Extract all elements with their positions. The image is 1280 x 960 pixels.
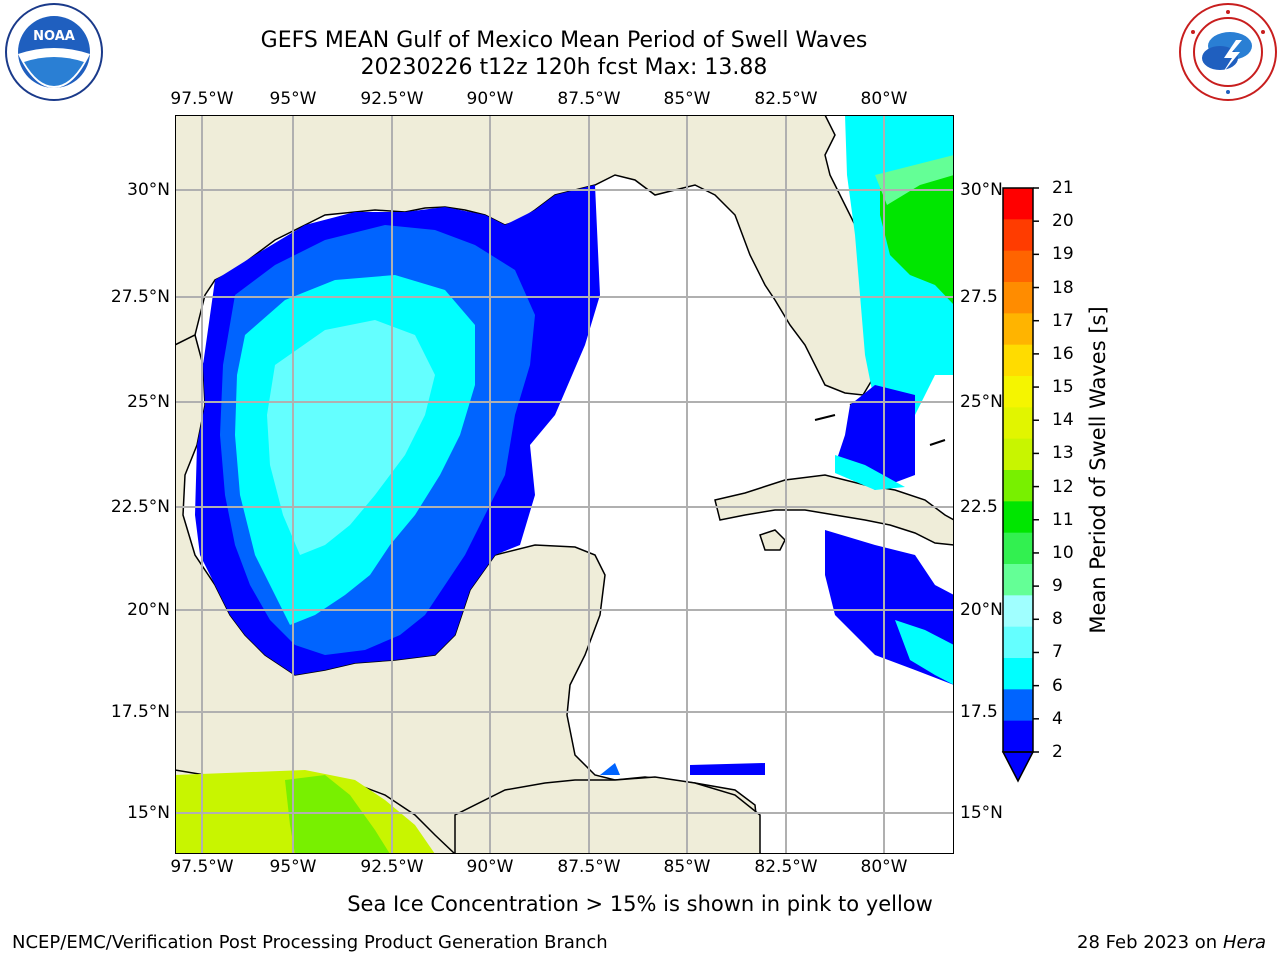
- colorbar-tick-label: 18: [1052, 277, 1074, 298]
- lat-tick-left: 15°N: [127, 803, 170, 823]
- colorbar-cell: [1003, 376, 1033, 408]
- lat-tick-right: 17.5: [960, 702, 998, 722]
- lon-tick-top: 92.5°W: [360, 89, 424, 109]
- colorbar-tick-label: 16: [1052, 343, 1074, 364]
- lat-tick-left: 30°N: [127, 180, 170, 200]
- lon-tick-bottom: 90°W: [466, 857, 514, 877]
- chart-title: GEFS MEAN Gulf of Mexico Mean Period of …: [260, 28, 868, 53]
- land-isla: [759, 529, 786, 551]
- colorbar-cell: [1003, 595, 1033, 628]
- swell-fill-atlantic-green: [880, 165, 954, 305]
- lon-tick-top: 90°W: [466, 89, 514, 109]
- swell-fill-atlantic-lightgreen: [875, 155, 954, 205]
- lon-tick-top: 80°W: [860, 89, 908, 109]
- colorbar-extend-arrow: [1001, 751, 1035, 783]
- sea-ice-note: Sea Ice Concentration > 15% is shown in …: [347, 892, 933, 916]
- colorbar-tick-label: 12: [1052, 476, 1074, 497]
- lat-tick-left: 22.5°N: [110, 497, 170, 517]
- noaa-logo-text: NOAA: [33, 29, 75, 44]
- colorbar-cell: [1003, 188, 1033, 220]
- colorbar-tick-label: 19: [1052, 244, 1074, 265]
- swell-fill-belize: [600, 763, 620, 775]
- colorbar-tick-label: 13: [1052, 443, 1074, 464]
- date-stamp: 28 Feb 2023 on Hera: [1077, 932, 1266, 954]
- lat-tick-left: 20°N: [127, 600, 170, 620]
- lat-tick-right: 22.5: [960, 497, 998, 517]
- colorbar-tick-label: 10: [1052, 542, 1074, 563]
- colorbar-cell: [1003, 407, 1033, 440]
- colorbar-tick-label: 21: [1052, 178, 1074, 198]
- colorbar-tick-label: 7: [1052, 642, 1063, 663]
- colorbar-cell: [1003, 720, 1033, 753]
- colorbar-cell: [1003, 250, 1033, 283]
- map-grid: [175, 115, 954, 854]
- lat-tick-left: 25°N: [127, 392, 170, 412]
- colorbar-tick-label: 8: [1052, 609, 1063, 630]
- colorbar-cell: [1003, 219, 1033, 252]
- lat-tick-right: 27.5: [960, 287, 998, 307]
- colorbar-tick-label: 2: [1052, 742, 1063, 762]
- swell-fill-pacific-green: [285, 775, 390, 854]
- lon-tick-bottom: 82.5°W: [754, 857, 818, 877]
- colorbar-cell: [1003, 313, 1033, 346]
- lon-tick-top: 85°W: [663, 89, 711, 109]
- noaa-logo: NOAA: [5, 3, 103, 101]
- date-text: 28 Feb 2023 on: [1077, 932, 1218, 953]
- lon-tick-top: 82.5°W: [754, 89, 818, 109]
- lon-tick-bottom: 80°W: [860, 857, 908, 877]
- land-honduras: [454, 776, 761, 854]
- colorbar-tick-label: 6: [1052, 675, 1063, 696]
- lon-tick-bottom: 87.5°W: [557, 857, 621, 877]
- lon-tick-bottom: 95°W: [269, 857, 317, 877]
- colorbar-tick-label: 14: [1052, 410, 1074, 431]
- colorbar-tick-label: 20: [1052, 211, 1074, 232]
- colorbar-cell: [1003, 564, 1033, 596]
- colorbar-cell: [1003, 438, 1033, 471]
- lon-tick-top: 87.5°W: [557, 89, 621, 109]
- colorbar: [1001, 187, 1039, 783]
- colorbar-cell: [1003, 282, 1033, 314]
- chart-subtitle: 20230226 t12z 120h fcst Max: 13.88: [360, 55, 768, 80]
- map-plot: [175, 115, 954, 854]
- land-cuba: [714, 474, 954, 546]
- lat-tick-right: 30°N: [960, 180, 1003, 200]
- colorbar-cell: [1003, 626, 1033, 659]
- swell-fill-honduras: [690, 763, 765, 775]
- colorbar-cell: [1003, 344, 1033, 377]
- lon-tick-bottom: 85°W: [663, 857, 711, 877]
- lon-tick-top: 97.5°W: [170, 89, 234, 109]
- colorbar-tick-label: 11: [1052, 509, 1074, 530]
- lon-tick-top: 95°W: [269, 89, 317, 109]
- colorbar-cell: [1003, 470, 1033, 502]
- colorbar-label: Mean Period of Swell Waves [s]: [1086, 306, 1110, 634]
- colorbar-tick-label: 9: [1052, 576, 1063, 597]
- colorbar-tick-label: 4: [1052, 708, 1063, 729]
- lat-tick-right: 25°N: [960, 392, 1003, 412]
- host-text: Hera: [1222, 932, 1266, 953]
- lat-tick-left: 17.5°N: [110, 702, 170, 722]
- colorbar-cell: [1003, 658, 1033, 690]
- swell-fill-straits-cyan: [835, 455, 905, 490]
- colorbar-cell: [1003, 689, 1033, 722]
- lon-tick-bottom: 92.5°W: [360, 857, 424, 877]
- swell-fill-caribbean-cyan: [895, 620, 954, 685]
- lat-tick-left: 27.5°N: [110, 287, 170, 307]
- colorbar-cell: [1003, 532, 1033, 565]
- lon-tick-bottom: 97.5°W: [170, 857, 234, 877]
- lat-tick-right: 15°N: [960, 803, 1003, 823]
- colorbar-cell: [1003, 501, 1033, 534]
- colorbar-tick-label: 15: [1052, 377, 1074, 398]
- lat-tick-right: 20°N: [960, 600, 1003, 620]
- nws-logo: [1179, 3, 1277, 101]
- credit-text: NCEP/EMC/Verification Post Processing Pr…: [12, 932, 608, 953]
- colorbar-tick-label: 17: [1052, 310, 1074, 331]
- colorbar-frame: [1002, 187, 1034, 753]
